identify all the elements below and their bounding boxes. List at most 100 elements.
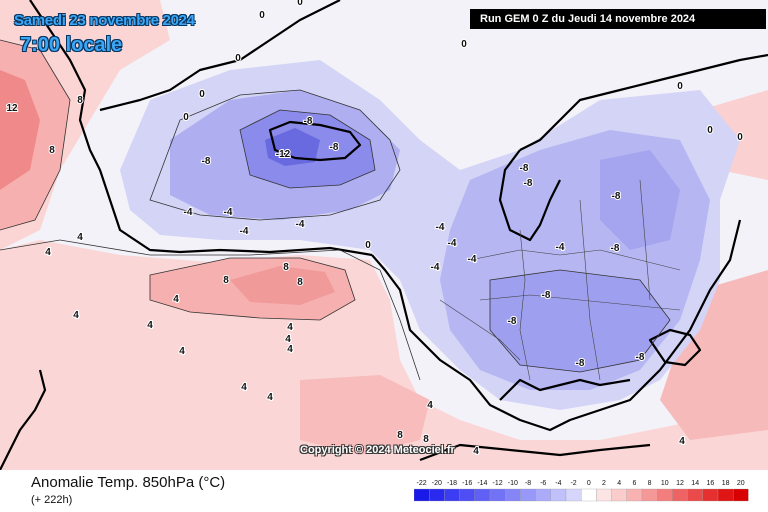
contour-value-label: 4: [473, 446, 479, 457]
contour-value-label: 12: [6, 103, 18, 114]
legend-color-swatch: [550, 488, 567, 502]
contour-value-label: 0: [677, 81, 683, 92]
cold-zone-russia: [600, 150, 680, 250]
legend-color-swatch: [687, 488, 703, 502]
legend-level-label: 4: [617, 480, 621, 487]
contour-value-label: 4: [287, 322, 293, 333]
contour-value-label: 4: [77, 232, 83, 243]
legend-level-label: 0: [587, 480, 591, 487]
legend-level-label: -6: [540, 480, 546, 487]
contour-value-label: 8: [223, 275, 229, 286]
contour-value-label: -8: [636, 352, 645, 363]
legend-color-swatch: [565, 488, 582, 502]
contour-value-label: 4: [241, 382, 247, 393]
legend-level-label: 14: [691, 480, 699, 487]
contour-value-label: 8: [49, 145, 55, 156]
legend-color-swatch: [520, 488, 536, 502]
legend-color-swatch: [444, 488, 460, 502]
border-2: [479, 294, 681, 311]
legend-level-label: -12: [493, 480, 503, 487]
coast-greenland-tip: [0, 369, 47, 470]
contour-value-label: -8: [576, 358, 585, 369]
coastlines: [0, 0, 768, 470]
contour-value-label: -8: [612, 191, 621, 202]
legend-color-swatch: [459, 488, 475, 502]
legend-level-label: -16: [462, 480, 472, 487]
legend-color-swatch: [429, 488, 445, 502]
legend-level-label: -22: [417, 480, 427, 487]
border-4: [579, 199, 601, 381]
contour-value-label: -8: [542, 290, 551, 301]
contour-value-label: 4: [147, 320, 153, 331]
isoline-minus-8: [239, 109, 376, 189]
legend-level-label: -8: [525, 480, 531, 487]
coast-arctic-islands: [99, 0, 341, 112]
border-5: [639, 179, 651, 301]
contour-value-label: 0: [365, 240, 371, 251]
contour-value-label: -12: [276, 149, 291, 160]
lead-time: (+ 222h): [31, 494, 73, 506]
contour-value-label: -4: [556, 242, 565, 253]
copyright-notice: Copyright © 2024 Meteociel.fr: [300, 444, 455, 456]
contour-value-label: 8: [283, 262, 289, 273]
legend-level-label: -4: [555, 480, 561, 487]
legend-color-swatch: [581, 488, 597, 502]
contour-value-label: -4: [184, 207, 193, 218]
warm-zone-core-12: [0, 70, 40, 190]
legend-color-swatch: [717, 488, 734, 502]
contour-value-label: 4: [73, 310, 79, 321]
parameter-title: Anomalie Temp. 850hPa (°C): [31, 474, 226, 491]
legend-level-label: 16: [707, 480, 715, 487]
warm-zone-atlantic-core: [230, 266, 335, 305]
coast-mediterranean: [499, 378, 631, 401]
cold-zone-iceland-core: [265, 128, 320, 166]
legend-level-label: -14: [477, 480, 487, 487]
border-6: [439, 299, 521, 361]
coast-scandinavia: [519, 53, 768, 151]
contour-value-label: 0: [297, 0, 303, 8]
legend-level-label: -20: [432, 480, 442, 487]
contour-value-label: -4: [448, 238, 457, 249]
contour-value-label: 8: [297, 277, 303, 288]
legend-level-label: 6: [632, 480, 636, 487]
legend-level-label: -10: [508, 480, 518, 487]
legend-color-swatch: [641, 488, 658, 502]
contour-value-label: -4: [224, 207, 233, 218]
legend-level-label: -18: [447, 480, 457, 487]
contour-value-label: 0: [199, 89, 205, 100]
legend-color-swatch: [414, 488, 430, 502]
contour-value-label: 4: [179, 346, 185, 357]
legend-color-swatch: [672, 488, 688, 502]
contour-value-label: 4: [427, 400, 433, 411]
contour-value-label: -8: [524, 178, 533, 189]
contour-value-label: -4: [436, 222, 445, 233]
contour-value-label: -4: [296, 219, 305, 230]
contour-value-label: 8: [397, 430, 403, 441]
warm-zone-south: [300, 375, 430, 455]
contour-value-label: 4: [267, 392, 273, 403]
legend-color-swatch: [489, 488, 506, 502]
legend-color-swatch: [474, 488, 491, 502]
contour-value-label: -4: [468, 254, 477, 265]
legend-level-label: 8: [648, 480, 652, 487]
legend-level-label: 10: [661, 480, 669, 487]
contour-value-label: -4: [431, 262, 440, 273]
contour-value-label: -8: [202, 156, 211, 167]
contour-value-label: -8: [330, 142, 339, 153]
legend-color-swatch: [596, 488, 612, 502]
contour-value-label: -4: [240, 226, 249, 237]
contour-value-label: 0: [461, 39, 467, 50]
legend-color-swatch: [626, 488, 643, 502]
warm-anomaly-areas: [0, 0, 768, 470]
legend-color-swatch: [505, 488, 521, 502]
contour-value-label: 0: [235, 53, 241, 64]
legend-level-label: 20: [737, 480, 745, 487]
contour-value-label: -8: [508, 316, 517, 327]
legend-color-swatch: [535, 488, 551, 502]
legend-level-label: 12: [676, 480, 684, 487]
isolines: [0, 39, 671, 381]
legend-color-swatch: [702, 488, 719, 502]
coast-europe-atlantic: [371, 219, 742, 432]
color-scale-legend: -22 -20 -18 -16 -14 -12 -10 -8 -6 -4 -2 0 2 4 6 8 10 12 14…: [414, 480, 749, 502]
